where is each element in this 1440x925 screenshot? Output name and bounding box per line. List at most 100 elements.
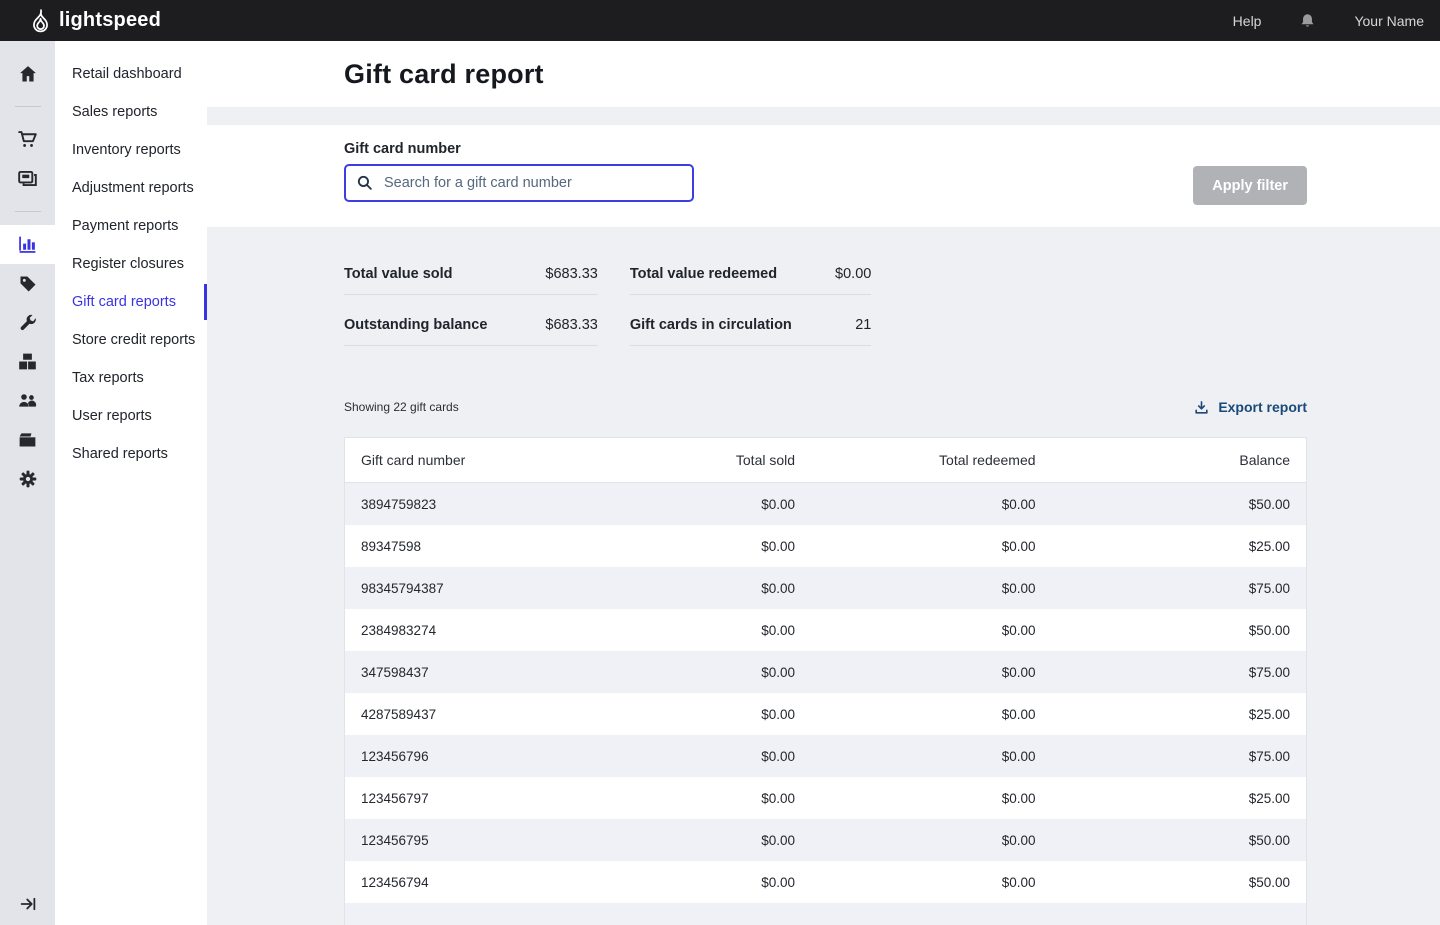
apply-filter-button[interactable]: Apply filter	[1193, 166, 1307, 205]
collapse-sidebar-icon[interactable]	[0, 895, 55, 913]
export-report-label: Export report	[1218, 399, 1307, 415]
column-header-total-redeemed[interactable]: Total redeemed	[811, 437, 1052, 483]
sidebar-item-payment-reports[interactable]: Payment reports	[72, 218, 179, 234]
column-header-balance[interactable]: Balance	[1051, 437, 1307, 483]
brand-name: lightspeed	[59, 9, 162, 31]
stat-total-value-redeemed: Total value redeemed $0.00	[629, 266, 872, 295]
sidebar-item-gift-card-reports[interactable]: Gift card reports	[55, 283, 207, 321]
column-header-total-sold[interactable]: Total sold	[618, 437, 812, 483]
cell-gift-card-number: 347598437	[361, 664, 429, 680]
table-row[interactable]: 123456797 $0.00 $0.00 $25.00	[345, 777, 1307, 819]
rail-divider	[0, 198, 55, 225]
cell-balance: $25.00	[1248, 790, 1290, 806]
sidebar-item-user-reports[interactable]: User reports	[72, 408, 152, 424]
download-icon	[1195, 400, 1208, 414]
sidebar-item-sales-reports[interactable]: Sales reports	[72, 104, 158, 120]
tag-icon[interactable]	[0, 264, 55, 303]
table-row[interactable]: 4287589437 $0.00 $0.00 $25.00	[345, 693, 1307, 735]
inventory-boxes-icon[interactable]	[0, 342, 55, 381]
cell-balance: $75.00	[1248, 580, 1290, 596]
briefcase-icon[interactable]	[0, 420, 55, 459]
export-report-link[interactable]: Export report	[1194, 399, 1307, 415]
cell-total-sold: $0.00	[761, 832, 796, 848]
cell-balance: $75.00	[1248, 748, 1290, 764]
table-row-partial[interactable]	[344, 903, 1307, 925]
cell-total-redeemed: $0.00	[1001, 706, 1036, 722]
stat-gift-cards-in-circulation: Gift cards in circulation 21	[629, 317, 872, 346]
table-row[interactable]: 123456794 $0.00 $0.00 $50.00	[345, 861, 1307, 903]
cell-total-redeemed: $0.00	[1001, 832, 1036, 848]
cell-total-sold: $0.00	[761, 622, 796, 638]
help-link[interactable]: Help	[1232, 12, 1262, 29]
cell-total-sold: $0.00	[761, 874, 796, 890]
cell-total-sold: $0.00	[761, 706, 796, 722]
stat-label: Total value redeemed	[629, 266, 778, 282]
cell-total-sold: $0.00	[761, 538, 796, 554]
sidebar-item-store-credit-reports[interactable]: Store credit reports	[72, 332, 196, 348]
cell-total-redeemed: $0.00	[1001, 790, 1036, 806]
cell-total-sold: $0.00	[761, 790, 796, 806]
cell-balance: $75.00	[1248, 664, 1290, 680]
cell-gift-card-number: 123456796	[361, 748, 429, 764]
cell-balance: $25.00	[1248, 706, 1290, 722]
cell-total-sold: $0.00	[761, 580, 796, 596]
sidebar-item-register-closures[interactable]: Register closures	[72, 256, 185, 272]
flame-icon	[30, 8, 51, 34]
stat-label: Outstanding balance	[344, 317, 488, 333]
stat-total-value-sold: Total value sold $683.33	[344, 266, 598, 295]
cell-total-sold: $0.00	[761, 496, 796, 512]
register-icon[interactable]	[0, 159, 55, 198]
notifications-bell-icon[interactable]	[1299, 12, 1316, 30]
cell-total-redeemed: $0.00	[1001, 874, 1036, 890]
settings-gear-icon[interactable]	[0, 459, 55, 498]
gift-card-number-label: Gift card number	[344, 141, 461, 157]
sidebar-item-retail-dashboard[interactable]: Retail dashboard	[72, 66, 182, 82]
table-row[interactable]: 2384983274 $0.00 $0.00 $50.00	[345, 609, 1307, 651]
column-header-gift-card-number[interactable]: Gift card number	[344, 437, 619, 483]
sidebar-item-tax-reports[interactable]: Tax reports	[72, 370, 144, 386]
stat-value: 21	[855, 317, 872, 333]
table-row[interactable]: 123456795 $0.00 $0.00 $50.00	[344, 819, 1307, 861]
cell-total-redeemed: $0.00	[1001, 538, 1036, 554]
sidebar-item-shared-reports[interactable]: Shared reports	[72, 446, 168, 462]
table-row[interactable]: 3894759823 $0.00 $0.00 $50.00	[344, 482, 1307, 525]
cell-total-redeemed: $0.00	[1001, 748, 1036, 764]
cart-icon[interactable]	[0, 120, 55, 159]
cell-gift-card-number: 123456797	[361, 790, 429, 806]
cell-balance: $25.00	[1248, 538, 1290, 554]
table-row[interactable]: 98345794387 $0.00 $0.00 $75.00	[344, 567, 1307, 609]
page-title: Gift card report	[344, 58, 544, 89]
stat-label: Gift cards in circulation	[629, 317, 792, 333]
stat-value: $683.33	[545, 266, 598, 282]
gift-card-number-search-input[interactable]	[344, 164, 694, 202]
user-menu[interactable]: Your Name	[1354, 12, 1424, 29]
icon-rail	[0, 41, 55, 925]
table-row[interactable]: 123456796 $0.00 $0.00 $75.00	[344, 735, 1307, 777]
wrench-icon[interactable]	[0, 303, 55, 342]
cell-total-sold: $0.00	[761, 748, 796, 764]
cell-gift-card-number: 2384983274	[361, 622, 437, 638]
stat-value: $683.33	[545, 317, 598, 333]
stat-label: Total value sold	[344, 266, 453, 282]
top-bar: lightspeed Help Your Name	[0, 0, 1440, 41]
lightspeed-logo[interactable]: lightspeed	[30, 8, 161, 34]
home-icon[interactable]	[0, 54, 55, 93]
stat-value: $0.00	[835, 266, 872, 282]
stat-outstanding-balance: Outstanding balance $683.33	[344, 317, 598, 346]
filter-bar: Gift card number Apply filter	[207, 125, 1440, 227]
sidebar-item-adjustment-reports[interactable]: Adjustment reports	[72, 180, 194, 196]
cell-gift-card-number: 123456794	[361, 874, 429, 890]
band-gap	[207, 107, 1440, 125]
search-icon	[357, 175, 372, 190]
gift-card-table: Gift card number Total sold Total redeem…	[344, 437, 1307, 925]
cell-balance: $50.00	[1248, 622, 1290, 638]
table-row[interactable]: 347598437 $0.00 $0.00 $75.00	[344, 651, 1307, 693]
cell-gift-card-number: 4287589437	[361, 706, 437, 722]
cell-total-redeemed: $0.00	[1001, 496, 1036, 512]
sidebar-item-inventory-reports[interactable]: Inventory reports	[72, 142, 181, 158]
results-count: Showing 22 gift cards	[344, 400, 459, 414]
reports-bar-chart-icon[interactable]	[0, 225, 55, 264]
cell-gift-card-number: 98345794387	[361, 580, 444, 596]
customers-icon[interactable]	[0, 381, 55, 420]
table-row[interactable]: 89347598 $0.00 $0.00 $25.00	[345, 525, 1307, 567]
